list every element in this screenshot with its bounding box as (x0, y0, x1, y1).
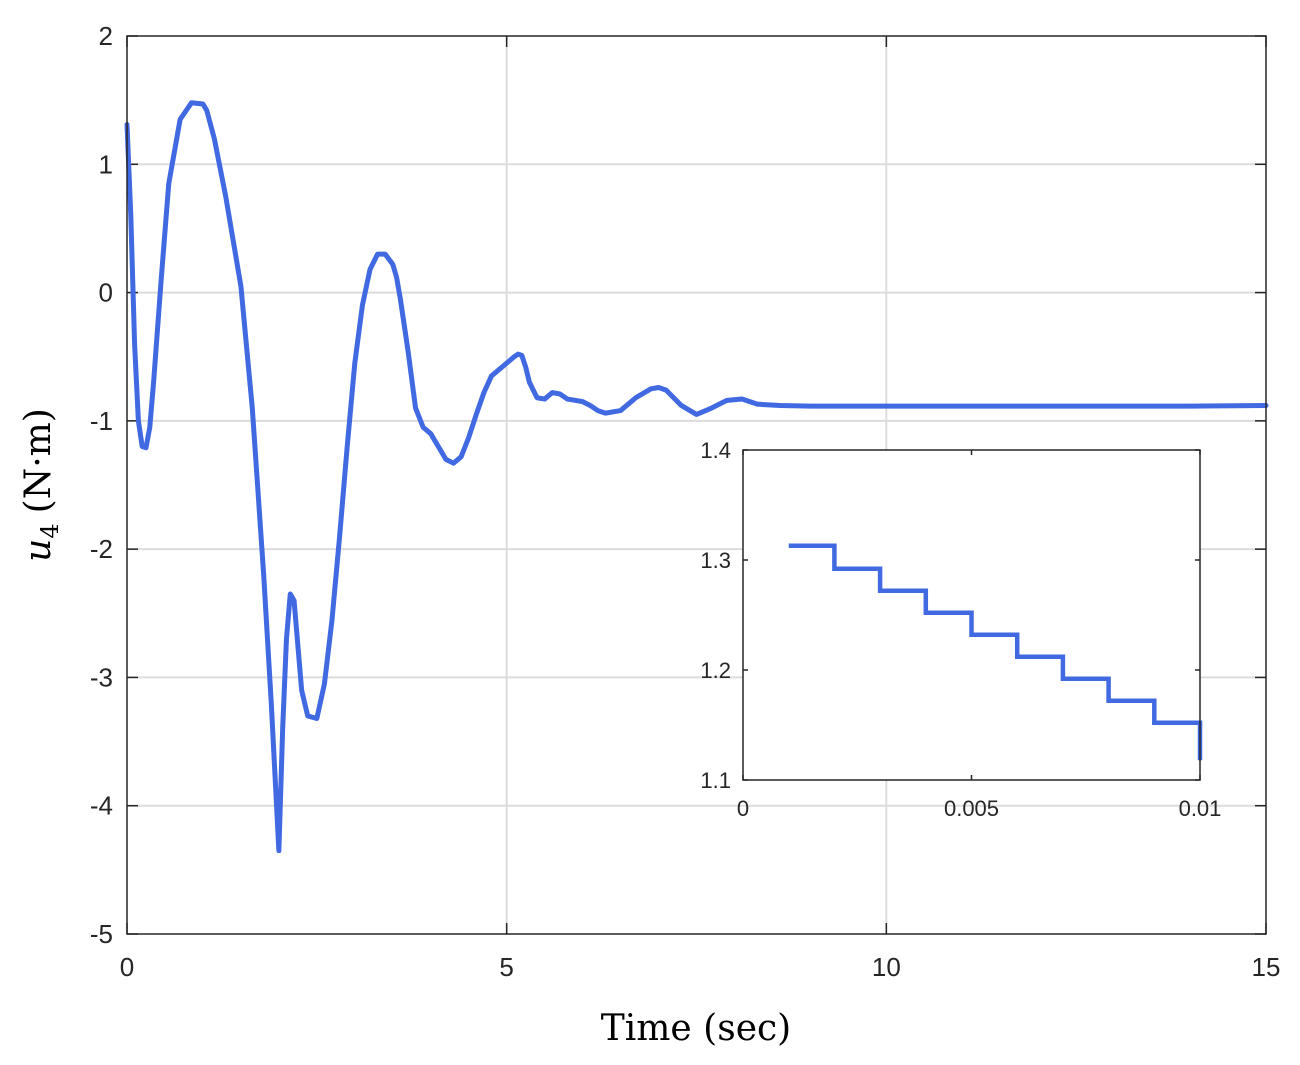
y-tick-label: 2 (99, 21, 113, 51)
main-y-tick-labels: -5 -4 -3 -2 -1 0 1 2 (90, 21, 113, 949)
x-tick-label: 0 (120, 952, 134, 982)
x-axis-title: Time (sec) (601, 1008, 791, 1049)
inset-axes: 0 0.005 0.01 1.1 1.2 1.3 1.4 (700, 438, 1221, 821)
x-tick-label: 0.005 (944, 796, 999, 821)
inset-axes-box (742, 449, 1201, 781)
y-axis-title: u4 (N·m) (18, 408, 64, 562)
y-tick-label: 1 (99, 149, 113, 179)
y-tick-label: 1.3 (700, 548, 731, 573)
y-tick-label: -2 (90, 534, 113, 564)
main-axes-box (126, 35, 1267, 935)
x-tick-label: 0 (737, 796, 749, 821)
x-tick-label: 10 (872, 952, 901, 982)
y-axis-subscript: 4 (36, 523, 64, 538)
y-axis-unit: (N·m) (18, 408, 59, 513)
main-series-line (124, 100, 1269, 854)
y-tick-label: -5 (90, 919, 113, 949)
y-tick-label: 1.4 (700, 438, 731, 463)
x-tick-label: 0.01 (1179, 796, 1222, 821)
inset-x-tick-labels: 0 0.005 0.01 (737, 796, 1222, 821)
x-tick-label: 15 (1252, 952, 1281, 982)
inset-series-line (788, 543, 1203, 761)
x-tick-label: 5 (499, 952, 513, 982)
y-tick-label: 1.2 (700, 658, 731, 683)
main-x-tick-labels: 0 5 10 15 (120, 952, 1281, 982)
y-tick-label: -1 (90, 406, 113, 436)
y-tick-label: -3 (90, 662, 113, 692)
y-tick-label: 0 (99, 278, 113, 308)
y-tick-label: -4 (90, 791, 113, 821)
y-tick-label: 1.1 (700, 768, 731, 793)
inset-y-tick-labels: 1.1 1.2 1.3 1.4 (700, 438, 731, 793)
y-axis-symbol: u (18, 539, 59, 562)
